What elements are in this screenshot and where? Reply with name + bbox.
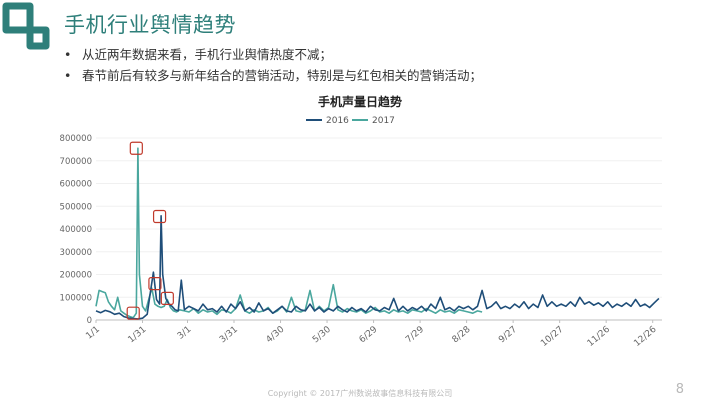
- peak-highlight-box: [148, 277, 162, 291]
- x-tick-label: 12/26: [632, 324, 659, 349]
- peak-highlight-box: [160, 291, 174, 305]
- bullet-text: 从近两年数据来看，手机行业舆情热度不减；: [82, 47, 333, 62]
- y-axis: 0 100000 200000 300000 400000 500000 600000 700…: [60, 134, 662, 326]
- x-tick-label: 8/28: [451, 324, 473, 345]
- x-tick-label: 6/29: [358, 324, 380, 345]
- x-tick-label: 3/1: [176, 325, 194, 342]
- x-tick-label: 9/27: [497, 325, 519, 346]
- y-tick-label: 100000: [60, 293, 92, 303]
- x-tick-label: 3/31: [218, 325, 240, 346]
- page-number: 8: [675, 382, 684, 397]
- x-tick-label: 11/26: [586, 324, 613, 349]
- bullet-dot-icon: •: [64, 47, 72, 62]
- chart-legend: 2016 2017: [306, 116, 395, 126]
- x-axis: 1/1 1/31 3/1 3/31 4/30 5/30 6/29 7/29 8/28 9/27 10…: [84, 320, 659, 349]
- series-line-2016: [95, 215, 660, 320]
- bullet-list: • 从近两年数据来看，手机行业舆情热度不减； • 春节前后有较多与新年结合的营销活动…: [62, 44, 702, 86]
- legend-label-2016: 2016: [326, 116, 349, 126]
- x-tick-label: 4/30: [265, 324, 287, 345]
- series-line-2017: [95, 147, 483, 319]
- y-tick-label: 500000: [60, 202, 92, 212]
- y-tick-label: 300000: [60, 248, 92, 258]
- x-tick-label: 1/1: [84, 325, 102, 342]
- x-tick-label: 5/30: [311, 324, 333, 345]
- y-tick-label: 0: [87, 316, 92, 326]
- y-tick-label: 600000: [60, 180, 92, 190]
- y-tick-label: 800000: [60, 134, 92, 144]
- volume-trend-chart: 手机声量日趋势 2016 2017 0 100000 200000 300000 400…: [60, 94, 662, 349]
- x-tick-label: 1/31: [127, 325, 149, 346]
- page-title: 手机行业舆情趋势: [64, 13, 236, 37]
- peak-highlight-box: [129, 141, 143, 155]
- y-tick-label: 400000: [60, 225, 92, 235]
- brand-logo-icon: [2, 2, 50, 50]
- peak-highlight-box: [152, 209, 167, 224]
- peak-highlight-box: [126, 306, 140, 320]
- series-layer: [95, 147, 660, 320]
- bullet-text: 春节前后有较多与新年结合的营销活动，特别是与红包相关的营销活动；: [82, 68, 483, 83]
- highlight-layer: [126, 141, 174, 320]
- legend-label-2017: 2017: [372, 116, 395, 126]
- x-tick-label: 7/29: [404, 324, 426, 345]
- bullet-item: • 春节前后有较多与新年结合的营销活动，特别是与红包相关的营销活动；: [62, 65, 702, 86]
- chart-title: 手机声量日趋势: [318, 94, 402, 109]
- x-tick-label: 10/27: [539, 325, 565, 349]
- bullet-item: • 从近两年数据来看，手机行业舆情热度不减；: [62, 44, 702, 65]
- y-tick-label: 700000: [60, 157, 92, 167]
- bullet-dot-icon: •: [64, 68, 72, 83]
- copyright-footer: Copyright © 2017广州数说故事信息科技有限公司: [267, 389, 453, 398]
- y-tick-label: 200000: [60, 271, 92, 281]
